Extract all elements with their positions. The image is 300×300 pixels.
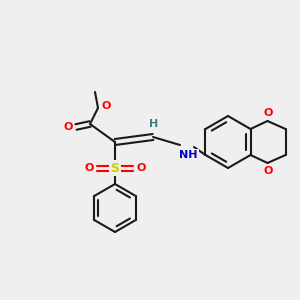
Text: O: O [101,101,111,111]
Text: O: O [264,108,273,118]
Text: S: S [110,161,119,175]
Text: NH: NH [179,150,197,160]
Text: O: O [136,163,146,173]
Text: O: O [63,122,73,132]
Text: H: H [149,119,159,129]
Text: O: O [264,166,273,176]
Text: O: O [84,163,94,173]
